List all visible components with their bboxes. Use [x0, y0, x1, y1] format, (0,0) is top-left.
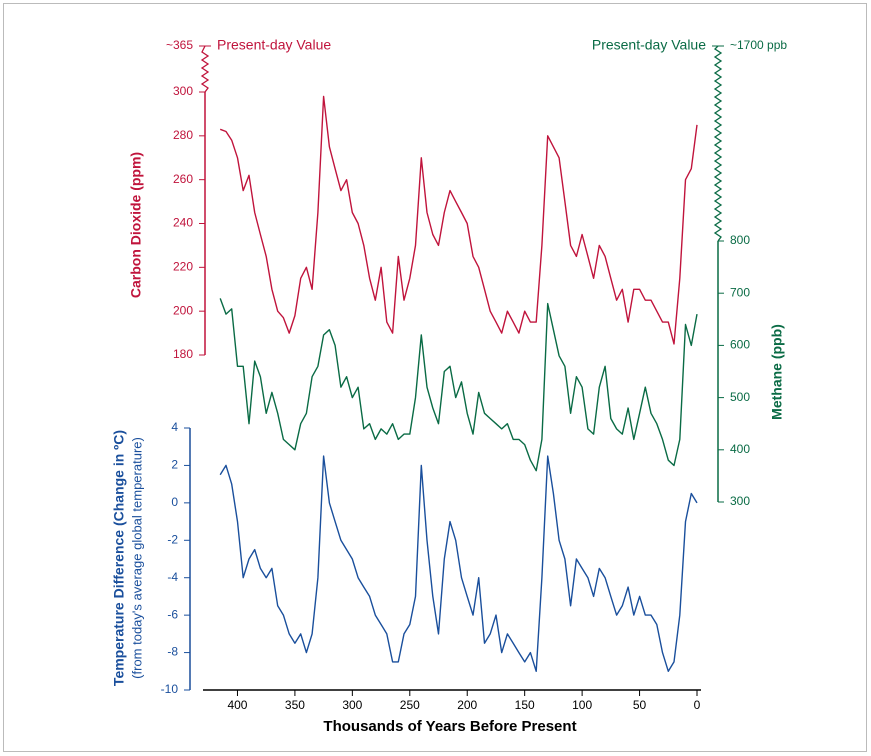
data-line [219, 298, 698, 472]
y-tick-label: 180 [173, 347, 193, 361]
y-tick-label: 700 [730, 285, 750, 299]
y-tick-label: -4 [167, 570, 178, 584]
break-note: Present-day Value [217, 37, 331, 53]
frame [3, 3, 867, 752]
y-tick-label: 2 [171, 458, 178, 472]
x-tick-label: 300 [342, 698, 362, 712]
y-tick-label: 300 [730, 494, 750, 508]
x-tick-label: 100 [572, 698, 592, 712]
y-tick-label: 400 [730, 442, 750, 456]
x-axis-label: Thousands of Years Before Present [323, 718, 576, 735]
y-tick-label: 0 [171, 495, 178, 509]
y-tick-label: -2 [167, 532, 178, 546]
y-tick-label: 500 [730, 390, 750, 404]
y-tick-label: -10 [161, 682, 179, 696]
data-line [219, 95, 698, 345]
y-tick-label: -6 [167, 607, 178, 621]
x-tick-label: 350 [285, 698, 305, 712]
y-tick-label: 600 [730, 338, 750, 352]
data-line [219, 455, 698, 672]
y-axis-sublabel: (from today's average global temperature… [129, 437, 144, 679]
y-tick-label: -8 [167, 645, 178, 659]
break-label: ~1700 ppb [730, 38, 787, 52]
y-tick-label: 300 [173, 84, 193, 98]
y-axis-label: Carbon Dioxide (ppm) [128, 152, 144, 298]
y-tick-label: 260 [173, 172, 193, 186]
break-note: Present-day Value [592, 37, 706, 53]
x-tick-label: 200 [457, 698, 477, 712]
x-tick-label: 250 [400, 698, 420, 712]
y-tick-label: 240 [173, 216, 193, 230]
break-label: ~365 [166, 38, 193, 52]
y-tick-label: 280 [173, 128, 193, 142]
y-axis-label: Temperature Difference (Change in ºC) [111, 430, 127, 686]
x-tick-label: 50 [633, 698, 647, 712]
y-tick-label: 800 [730, 233, 750, 247]
y-tick-label: 200 [173, 303, 193, 317]
x-tick-label: 400 [227, 698, 247, 712]
y-axis-label: Methane (ppb) [769, 324, 785, 420]
y-tick-label: 4 [171, 420, 178, 434]
y-tick-label: 220 [173, 260, 193, 274]
axis-break [200, 45, 210, 93]
x-tick-label: 0 [694, 698, 701, 712]
x-tick-label: 150 [515, 698, 535, 712]
axis-break [713, 45, 723, 242]
